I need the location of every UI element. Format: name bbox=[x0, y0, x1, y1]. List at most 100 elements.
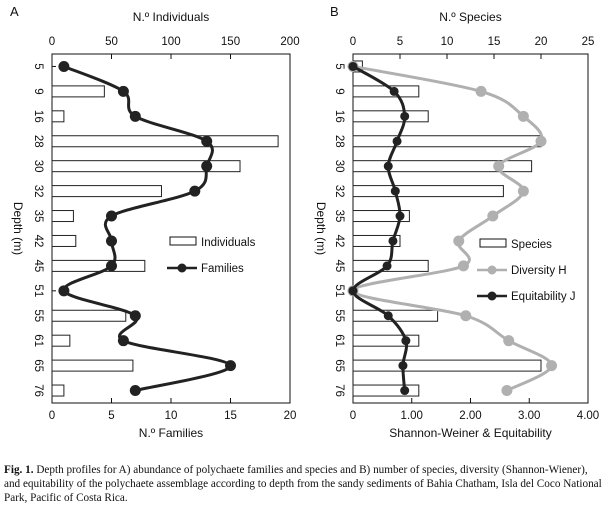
caption-text: Depth profiles for A) abundance of polyc… bbox=[4, 464, 602, 504]
panel-a-families-point bbox=[106, 210, 117, 222]
panel-b-diversity-h-point bbox=[460, 310, 472, 322]
panel-b-equitability-j-point bbox=[398, 361, 408, 371]
panel-a-families-point bbox=[106, 235, 117, 247]
panel-b-diversity-h-point bbox=[546, 360, 558, 372]
panel-a-depth-label: 55 bbox=[32, 309, 44, 322]
panel-b-diversity-h-point bbox=[501, 385, 513, 397]
panel-a-bar bbox=[51, 110, 65, 123]
panel-b-top-axis-title: N.º Species bbox=[439, 10, 501, 24]
panel-a-depth-label: 76 bbox=[32, 384, 44, 397]
panel-b-bottom-tick-label: 3.00 bbox=[518, 410, 540, 422]
panel-a-bar bbox=[51, 334, 71, 347]
panel-b-bottom-tick-label: 1.00 bbox=[401, 410, 423, 422]
panel-b-legend-swatch-species bbox=[479, 238, 507, 248]
figure-caption: Fig. 1. Depth profiles for A) abundance … bbox=[4, 463, 606, 505]
panel-a-top-tick-label: 200 bbox=[280, 36, 299, 48]
panel-b-equitability-j-point bbox=[348, 286, 358, 296]
panel-b-equitability-j-point bbox=[400, 386, 410, 396]
panel-b-diversity-h-point bbox=[487, 210, 499, 222]
panel-a-bottom-tick-label: 10 bbox=[165, 410, 178, 422]
panel-b-diversity-h-point bbox=[475, 85, 487, 97]
panel-a-bar bbox=[51, 384, 65, 397]
panel-b-equitability-j-point bbox=[401, 336, 411, 346]
panel-b-bar bbox=[352, 210, 410, 223]
panel-b-depth-label: 5 bbox=[333, 63, 345, 69]
panel-b-depth-label: 51 bbox=[333, 284, 345, 297]
panel-a-families-point bbox=[58, 60, 70, 72]
panel-a-bottom-tick-label: 0 bbox=[49, 410, 55, 422]
panel-b-bar bbox=[352, 334, 420, 347]
panel-b-depth-label: 45 bbox=[333, 259, 345, 272]
panel-b-diversity-h-point bbox=[453, 235, 465, 247]
panel-a-depth-label: 42 bbox=[32, 235, 44, 248]
panel-a-depth-label: 30 bbox=[32, 160, 44, 173]
panel-b-depth-label: 76 bbox=[333, 384, 345, 397]
panel-b-bottom-tick-label: 0 bbox=[350, 410, 356, 422]
panel-b-bottom-tick-label: 4.00 bbox=[577, 410, 599, 422]
panel-a-bar bbox=[51, 135, 279, 148]
panel-b-top-tick-label: 25 bbox=[582, 36, 595, 48]
panel-b-top-tick-label: 10 bbox=[441, 36, 454, 48]
panel-b-equitability-j-point bbox=[383, 161, 393, 171]
panel-b-bottom-axis-title: Shannon-Weiner & Equitability bbox=[389, 426, 552, 440]
panel-b-top-tick-label: 15 bbox=[488, 36, 501, 48]
panel-a-top-axis-title: N.º Individuals bbox=[133, 10, 209, 24]
panel-b-legend-label-equitability-j: Equitability J bbox=[511, 291, 576, 303]
panel-a-bottom-tick-label: 20 bbox=[284, 410, 297, 422]
panel-b-equitability-j-point bbox=[348, 61, 358, 71]
panel-a-bar bbox=[51, 160, 241, 173]
panel-b-equitability-j-point bbox=[383, 311, 393, 321]
panel-a-bar bbox=[51, 85, 105, 98]
panel-a-bottom-axis-title: N.º Families bbox=[139, 426, 203, 440]
panel-b-bar bbox=[352, 110, 429, 123]
panel-a-families-line bbox=[62, 65, 233, 392]
panel-b-bar bbox=[352, 309, 439, 322]
panel-b-diversity-h-point bbox=[493, 160, 505, 172]
panel-b-plot-frame bbox=[352, 53, 589, 404]
panel-b-bottom-tick-label: 2.00 bbox=[459, 410, 481, 422]
panel-a-top-tick-label: 0 bbox=[49, 36, 55, 48]
panel-a-y-axis-title: Depth (m) bbox=[11, 202, 25, 255]
panel-a-legend-label-individuals: Individuals bbox=[201, 237, 256, 249]
panel-b-bar bbox=[352, 359, 542, 372]
panel-b-bar bbox=[352, 185, 504, 198]
panel-a-families-point bbox=[201, 160, 213, 172]
panel-a-depth-label: 16 bbox=[32, 110, 44, 123]
panel-a-bar bbox=[51, 259, 146, 272]
panel-b-equitability-j-point bbox=[395, 211, 405, 221]
panel-a-families-point bbox=[129, 385, 141, 397]
panel-a-bar bbox=[51, 309, 127, 322]
panel-a-legend-label-families: Families bbox=[201, 263, 244, 275]
panel-b-legend-label-diversity-h: Diversity H bbox=[511, 265, 567, 277]
panel-a-legend-marker-families bbox=[177, 263, 187, 273]
panel-a-top-tick-label: 50 bbox=[105, 36, 118, 48]
panel-b-bar bbox=[352, 384, 420, 397]
panel-b-depth-label: 65 bbox=[333, 359, 345, 372]
panel-a-bar bbox=[51, 234, 77, 247]
panel-a-bar bbox=[51, 185, 162, 198]
panel-b-depth-label: 30 bbox=[333, 160, 345, 173]
panel-a-families-point bbox=[106, 260, 117, 272]
panel-b-depth-label: 32 bbox=[333, 185, 345, 198]
panel-b-equitability-j-point bbox=[382, 261, 392, 271]
panel-b-depth-label: 16 bbox=[333, 110, 345, 123]
panel-b-diversity-h-point bbox=[517, 185, 529, 197]
panel-b-diversity-h-point bbox=[517, 110, 529, 122]
panel-a-families-point bbox=[117, 85, 129, 97]
panel-a-top-tick-label: 150 bbox=[221, 36, 240, 48]
caption-label: Fig. 1. bbox=[4, 464, 34, 476]
panel-b-y-axis-title: Depth (m) bbox=[314, 202, 328, 255]
panel-b-legend-label-species: Species bbox=[511, 239, 552, 251]
panel-b-label: B bbox=[330, 4, 339, 19]
panel-b-legend-marker-equitability-j bbox=[487, 291, 497, 301]
panel-a-depth-label: 32 bbox=[32, 185, 44, 198]
panel-a-families-point bbox=[201, 135, 213, 147]
panel-b-depth-label: 61 bbox=[333, 334, 345, 347]
panel-b-bar bbox=[352, 135, 542, 148]
panel-b-equitability-j-point bbox=[390, 186, 400, 196]
panel-b-equitability-j-point bbox=[388, 236, 398, 246]
panel-b-diversity-h-point bbox=[535, 135, 547, 147]
panel-b-bar bbox=[352, 160, 533, 173]
panel-a-depth-label: 61 bbox=[32, 334, 44, 347]
